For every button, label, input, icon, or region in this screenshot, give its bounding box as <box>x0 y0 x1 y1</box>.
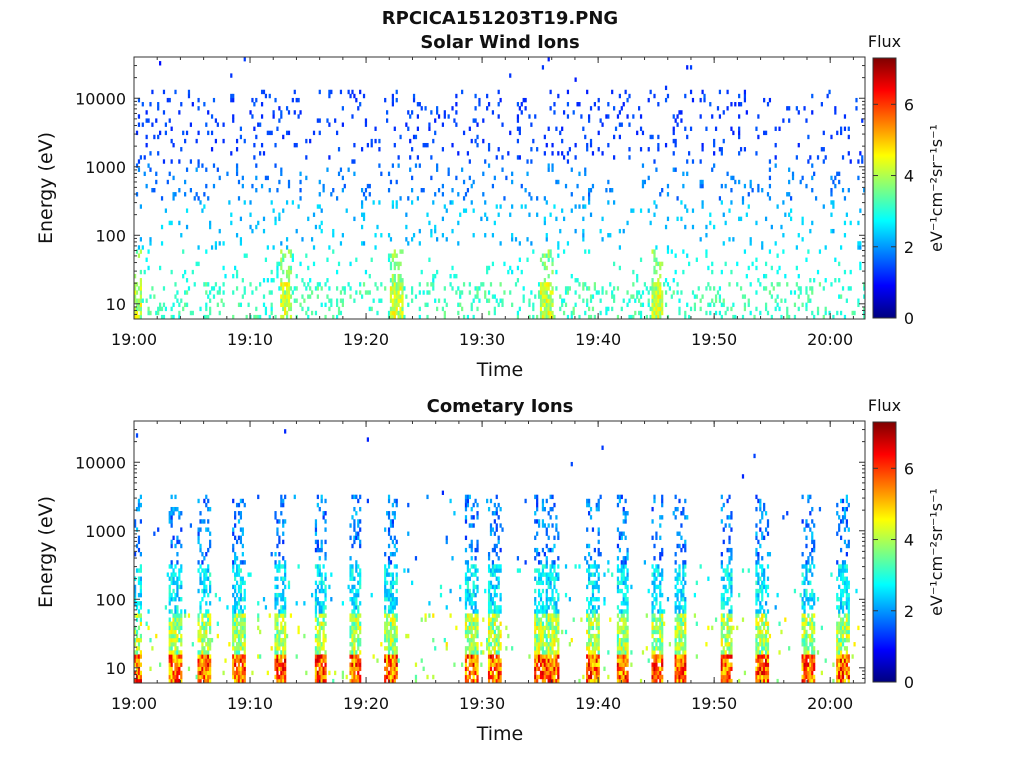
solar-wind-panel: Solar Wind Ions 19:00 19:10 19:20 19:30 19:4… <box>35 32 946 381</box>
cometary-x-axis: 19:00 19:10 19:20 19:30 19:40 19:50 20:00 <box>111 421 854 713</box>
y-tick-label: 10000 <box>75 453 126 472</box>
x-tick-label: 19:50 <box>691 694 737 713</box>
x-tick-label: 19:40 <box>575 694 621 713</box>
cometary-colorbar: Flux 0 2 4 6 eV⁻¹cm⁻²sr⁻¹s⁻¹ <box>868 396 946 692</box>
x-tick-label: 19:10 <box>227 330 273 349</box>
x-tick-label: 19:50 <box>691 330 737 349</box>
colorbar-tick-label: 6 <box>904 95 914 114</box>
solar-wind-x-label: Time <box>476 359 524 381</box>
x-tick-label: 19:00 <box>111 694 157 713</box>
colorbar-tick-label: 0 <box>904 673 914 692</box>
x-tick-label: 20:00 <box>807 694 853 713</box>
colorbar-tick-label: 4 <box>904 167 914 186</box>
cometary-x-label: Time <box>476 723 524 745</box>
y-tick-label: 10 <box>106 295 126 314</box>
figure-title: RPCICA151203T19.PNG <box>382 8 618 29</box>
x-tick-label: 19:40 <box>575 330 621 349</box>
colorbar-gradient <box>872 57 897 319</box>
x-tick-label: 19:00 <box>111 330 157 349</box>
colorbar-tick-label: 2 <box>904 602 914 621</box>
y-tick-label: 100 <box>95 590 126 609</box>
colorbar-tick-label: 0 <box>904 309 914 328</box>
x-tick-label: 19:20 <box>343 694 389 713</box>
colorbar-label: Flux <box>868 396 901 415</box>
solar-wind-heatmap-cells <box>134 57 866 320</box>
cometary-heatmap-cells <box>134 429 860 684</box>
colorbar-tick-label: 6 <box>904 459 914 478</box>
y-tick-label: 1000 <box>85 522 126 541</box>
panel-title-cometary: Cometary Ions <box>427 396 574 417</box>
solar-wind-x-axis: 19:00 19:10 19:20 19:30 19:40 19:50 20:00 <box>111 57 854 349</box>
colorbar-tick-label: 4 <box>904 531 914 550</box>
colorbar-units: eV⁻¹cm⁻²sr⁻¹s⁻¹ <box>927 124 946 252</box>
colorbar-label: Flux <box>868 32 901 51</box>
x-tick-label: 19:30 <box>459 694 505 713</box>
x-tick-label: 19:20 <box>343 330 389 349</box>
cometary-y-axis: 10 100 1000 10000 <box>75 420 865 684</box>
colorbar-tick-label: 2 <box>904 238 914 257</box>
colorbar-gradient <box>872 421 897 683</box>
cometary-y-label: Energy (eV) <box>35 496 57 608</box>
y-tick-label: 1000 <box>85 158 126 177</box>
solar-wind-colorbar: Flux 0 2 4 6 eV⁻¹cm⁻²sr⁻¹s⁻¹ <box>868 32 946 328</box>
x-tick-label: 20:00 <box>807 330 853 349</box>
x-tick-label: 19:30 <box>459 330 505 349</box>
panel-title-solar-wind: Solar Wind Ions <box>420 32 579 53</box>
y-tick-label: 10 <box>106 659 126 678</box>
y-tick-label: 100 <box>95 226 126 245</box>
solar-wind-plot-area[interactable] <box>133 56 866 320</box>
solar-wind-y-axis: 10 100 1000 10000 <box>75 56 865 320</box>
cometary-panel: Cometary Ions 19:00 19:10 19:20 19:30 19:40 1… <box>35 396 946 745</box>
colorbar-units: eV⁻¹cm⁻²sr⁻¹s⁻¹ <box>927 488 946 616</box>
solar-wind-y-label: Energy (eV) <box>35 132 57 244</box>
x-tick-label: 19:10 <box>227 694 273 713</box>
cometary-plot-area[interactable] <box>133 420 866 684</box>
y-tick-label: 10000 <box>75 89 126 108</box>
